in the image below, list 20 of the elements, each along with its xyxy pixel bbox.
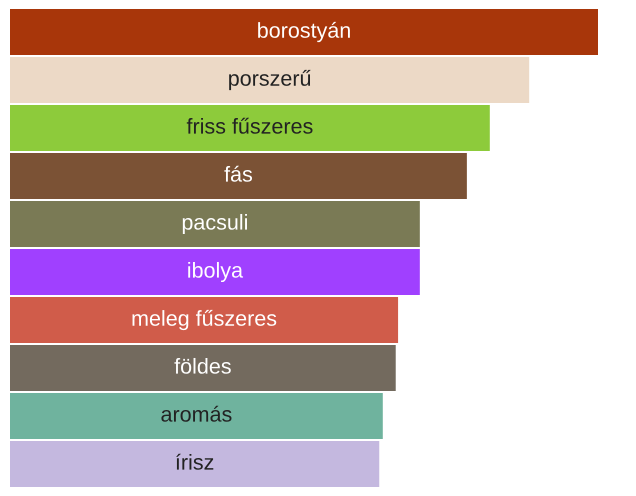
y-tick-label: friss fűszeres [186,118,313,134]
bar [10,296,398,344]
y-tick-label: meleg fűszeres [132,310,276,330]
y-tick-label: porszerű [229,70,311,90]
bar [10,8,598,56]
y-tick-label: földes [174,358,231,374]
y-tick-label: pacsuli [182,214,247,234]
y-tick-label: írisz [176,454,214,470]
y-tick-label: aromás [161,406,232,422]
y-tick-label: ibolya [188,262,244,282]
bar [10,440,380,488]
bar [10,248,420,296]
y-tick-label: fás [224,166,252,182]
bar [10,104,490,152]
bar [10,56,530,104]
bar [10,344,396,392]
bar [10,200,420,248]
bar [10,392,383,440]
y-tick-label: borostyán [258,22,350,42]
bar [10,152,467,200]
